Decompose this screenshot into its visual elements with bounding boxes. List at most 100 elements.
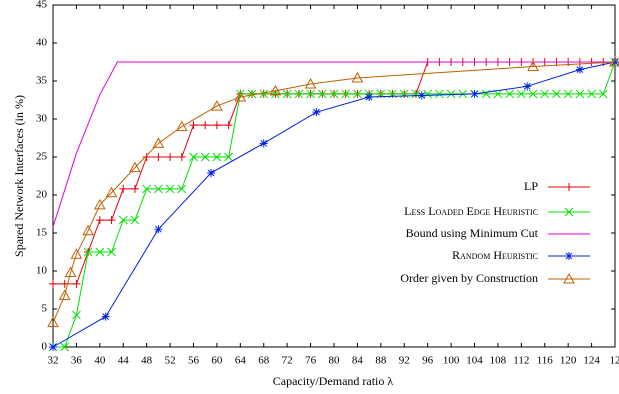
marker xyxy=(177,153,186,161)
x-tick-label: 108 xyxy=(490,355,507,367)
marker-star xyxy=(565,252,573,260)
marker-triangle xyxy=(47,316,59,328)
x-tick-label: 36 xyxy=(71,355,83,367)
marker xyxy=(107,247,116,257)
marker xyxy=(175,120,188,132)
marker-plus xyxy=(212,121,221,130)
marker-star xyxy=(101,312,110,321)
marker xyxy=(201,121,210,130)
marker xyxy=(58,289,71,300)
x-tick-label: 44 xyxy=(118,355,130,367)
marker-cross xyxy=(200,152,210,162)
marker-cross xyxy=(563,89,573,99)
marker xyxy=(70,248,83,259)
marker-cross xyxy=(72,310,81,320)
marker xyxy=(269,84,282,96)
y-axis-label: Spared Network Interfaces (in %) xyxy=(12,95,26,257)
x-tick-label: 124 xyxy=(583,355,600,367)
marker xyxy=(247,89,257,99)
marker xyxy=(129,161,141,173)
x-tick-label: 52 xyxy=(165,355,176,367)
y-tick-label: 40 xyxy=(36,37,48,49)
marker xyxy=(47,316,59,328)
x-axis-label: Capacity/Demand ratio λ xyxy=(273,374,394,388)
marker-plus xyxy=(119,184,128,193)
marker-cross xyxy=(564,207,574,217)
marker xyxy=(142,184,152,194)
marker-star xyxy=(575,65,584,74)
marker-star xyxy=(417,91,426,100)
marker xyxy=(177,184,187,194)
marker-plus xyxy=(142,153,151,161)
marker xyxy=(259,139,268,148)
y-tick-label: 0 xyxy=(42,341,48,353)
marker-cross xyxy=(154,184,163,194)
y-tick-label: 5 xyxy=(42,303,48,315)
marker-plus xyxy=(130,184,139,193)
marker xyxy=(259,89,269,99)
marker-star xyxy=(49,343,57,351)
x-tick-label: 72 xyxy=(282,355,293,367)
marker xyxy=(224,152,233,162)
marker xyxy=(166,153,175,161)
marker xyxy=(49,343,57,351)
marker xyxy=(130,215,140,225)
marker xyxy=(540,89,550,99)
marker-triangle xyxy=(211,100,223,111)
series-line xyxy=(52,61,616,348)
marker xyxy=(154,184,163,194)
marker xyxy=(417,91,426,100)
legend-label: Bound using Minimum Cut xyxy=(406,226,539,240)
marker xyxy=(528,89,538,99)
marker xyxy=(317,89,327,99)
marker-star xyxy=(523,82,532,91)
marker xyxy=(154,225,163,234)
marker xyxy=(306,89,315,99)
marker-cross xyxy=(435,89,444,99)
marker xyxy=(481,89,491,99)
marker xyxy=(575,65,584,74)
marker xyxy=(118,215,128,225)
marker xyxy=(95,247,105,257)
marker xyxy=(341,89,351,99)
marker-triangle xyxy=(64,266,77,278)
y-tick-label: 10 xyxy=(36,265,48,277)
legend-marker xyxy=(563,272,575,284)
marker-cross xyxy=(528,89,538,99)
x-tick-label: 112 xyxy=(513,355,529,367)
marker-cross xyxy=(95,247,105,257)
marker-plus xyxy=(189,121,198,130)
marker-cross xyxy=(165,184,175,194)
marker-star xyxy=(154,225,163,234)
marker-cross xyxy=(189,152,198,162)
x-tick-label: 84 xyxy=(352,355,364,367)
marker-cross xyxy=(83,247,93,257)
marker-cross xyxy=(247,89,257,99)
marker xyxy=(64,266,77,278)
series-line xyxy=(52,61,616,323)
marker-cross xyxy=(540,89,550,99)
marker xyxy=(152,137,165,148)
marker-cross xyxy=(107,247,116,257)
marker-plus xyxy=(201,121,210,130)
x-tick-label: 120 xyxy=(560,355,577,367)
marker xyxy=(552,89,561,99)
marker-cross xyxy=(446,89,456,99)
x-tick-label: 80 xyxy=(329,355,341,367)
marker-triangle xyxy=(269,84,282,96)
marker xyxy=(563,89,573,99)
marker-cross xyxy=(142,184,152,194)
plot-frame xyxy=(52,4,616,348)
marker-cross xyxy=(423,89,433,99)
marker-triangle xyxy=(527,60,539,72)
marker-cross xyxy=(341,89,351,99)
marker xyxy=(82,224,94,236)
marker-plus xyxy=(154,153,163,161)
marker-triangle xyxy=(563,272,575,284)
series-line xyxy=(52,61,615,228)
marker-cross xyxy=(329,89,339,99)
marker xyxy=(312,108,321,117)
marker-star xyxy=(259,139,268,148)
marker xyxy=(49,279,57,288)
